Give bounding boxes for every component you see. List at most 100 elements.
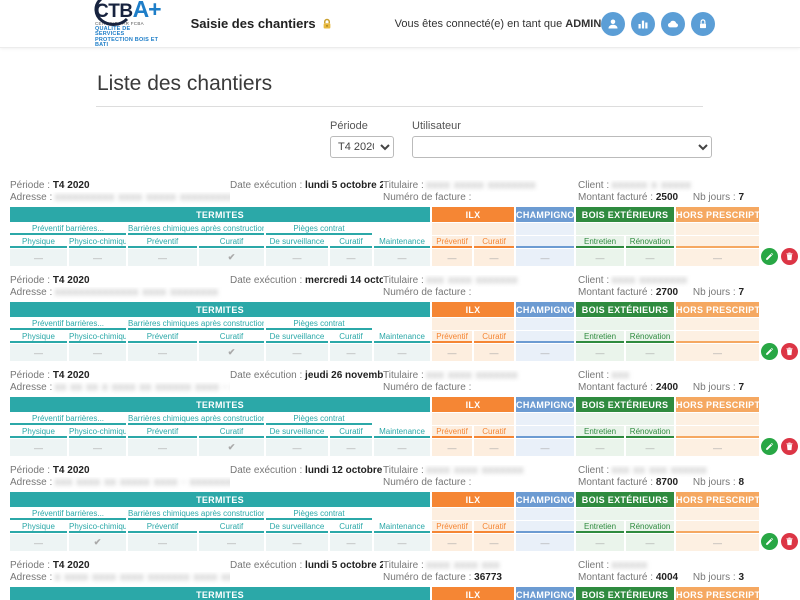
section-header-ilx: ILX	[432, 207, 515, 222]
titulaire-value-redacted: xxxx xxxxx xxxxxxxx	[426, 180, 537, 191]
montant-facture-label: Montant facturé :	[578, 382, 654, 393]
group-header-spacer	[374, 223, 430, 235]
col-header-physico-chimiques: Physico-chimiques	[69, 521, 126, 533]
status-cell: —	[432, 534, 473, 551]
status-cell: —	[69, 249, 126, 266]
lock-button[interactable]	[691, 11, 716, 36]
top-bar: CTBA+ CERTIFIE PAR FCBA QUALITE DE SERVI…	[0, 0, 800, 48]
titulaire-value-redacted: xxx xxxx xxxxxxx	[426, 275, 519, 286]
logo-aplus-text: A+	[132, 0, 162, 23]
nb-jours-value: 8	[738, 477, 744, 488]
card-actions	[761, 491, 799, 552]
status-cell: —	[626, 344, 675, 361]
chantier-card: Période : T4 2020 Adresse : xxxxxxxxxxxx…	[8, 275, 799, 362]
periode-select[interactable]: T4 2020	[330, 136, 394, 158]
status-cell: —	[10, 534, 67, 551]
card-actions	[761, 301, 799, 362]
montant-facture-value: 2500	[655, 192, 679, 203]
col-header-physique: Physique	[10, 236, 67, 248]
edit-button[interactable]	[761, 533, 779, 550]
logo-ctb-text: CTB	[95, 1, 133, 23]
group-header-spacer	[374, 318, 430, 330]
lock-icon	[700, 18, 707, 28]
date-execution-label: Date exécution :	[230, 180, 303, 191]
periode-value: T4 2020	[52, 275, 90, 286]
stats-button[interactable]	[631, 11, 656, 36]
delete-button[interactable]	[781, 248, 799, 265]
section-header-hors-prescription: HORS PRESCRIPTION	[676, 302, 760, 317]
edit-button[interactable]	[761, 438, 779, 455]
user-button[interactable]	[601, 11, 626, 36]
col-header-curatif-bc: Curatif	[199, 521, 264, 533]
periode-value: T4 2020	[52, 180, 90, 191]
card-actions	[761, 206, 799, 267]
montant-facture-label: Montant facturé :	[578, 192, 654, 203]
client-label: Client :	[578, 275, 610, 286]
nb-jours-label: Nb jours :	[692, 382, 736, 393]
utilisateur-select[interactable]	[412, 136, 712, 158]
status-cell: —	[576, 249, 625, 266]
col-header-hors-blank	[676, 426, 760, 438]
status-cell: —	[432, 439, 473, 456]
pencil-icon	[766, 442, 774, 450]
periode-field-label: Période :	[10, 180, 51, 191]
status-cell: —	[199, 534, 264, 551]
page-title: Liste des chantiers	[97, 72, 273, 95]
client-label: Client :	[578, 465, 610, 476]
section-header-bois-exterieurs: BOIS EXTÉRIEURS	[576, 302, 675, 317]
adresse-field-label: Adresse :	[10, 572, 53, 583]
periode-value: T4 2020	[52, 370, 90, 381]
adresse-field-label: Adresse :	[10, 477, 53, 488]
connected-user: ADMIN	[565, 17, 602, 30]
chantier-info-row: Période : T4 2020 Adresse : x xxxx xxxx …	[8, 560, 756, 584]
col-header-de-surveillance: De surveillance	[266, 331, 328, 343]
col-header-preventif-bc: Préventif	[128, 521, 197, 533]
group-spacer-champignons	[516, 223, 575, 235]
col-header-ilx-preventif: Préventif	[432, 331, 473, 343]
status-cell: —	[330, 534, 372, 551]
cloud-button[interactable]	[661, 11, 686, 36]
logo-protection-text: PROTECTION BOIS ET BATI	[95, 36, 159, 49]
montant-facture-label: Montant facturé :	[578, 572, 654, 583]
edit-button[interactable]	[761, 343, 779, 360]
status-cell: —	[576, 439, 625, 456]
group-header-pieges-contrat: Pièges contrat	[266, 318, 372, 330]
group-header-barrieres-chimiques: Barrières chimiques après construction	[128, 318, 264, 330]
status-cell: —	[516, 439, 575, 456]
periode-value: T4 2020	[52, 560, 90, 571]
col-header-renovation: Rénovation	[626, 426, 675, 438]
section-header-hors-prescription: HORS PRESCRIPTION	[676, 587, 760, 600]
delete-button[interactable]	[781, 533, 799, 550]
date-execution-label: Date exécution :	[230, 560, 303, 571]
group-spacer-hors	[676, 413, 760, 425]
col-header-ilx-preventif: Préventif	[432, 426, 473, 438]
montant-facture-label: Montant facturé :	[578, 287, 654, 298]
status-cell: —	[330, 439, 372, 456]
card-actions	[761, 586, 798, 600]
numero-facture-label: Numéro de facture :	[383, 192, 472, 203]
titulaire-label: Titulaire :	[383, 370, 424, 381]
adresse-field-label: Adresse :	[10, 192, 53, 203]
status-cell: —	[128, 439, 197, 456]
group-header-barrieres-chimiques: Barrières chimiques après construction	[128, 223, 264, 235]
group-spacer-bois	[576, 413, 675, 425]
status-cell: —	[128, 249, 197, 266]
periode-value: T4 2020	[52, 465, 90, 476]
delete-button[interactable]	[781, 438, 799, 455]
edit-button[interactable]	[761, 248, 779, 265]
status-cell: —	[474, 439, 515, 456]
nb-jours-label: Nb jours :	[692, 477, 736, 488]
adresse-value-redacted: xxxxxxxxxxxxxx xxxx xxxxxxxx	[55, 287, 219, 298]
status-cell: —	[374, 344, 431, 361]
col-header-champignons-blank	[516, 331, 575, 343]
col-header-curatif-pieges: Curatif	[330, 331, 372, 343]
client-label: Client :	[578, 370, 610, 381]
section-header-champignons: CHAMPIGNONS	[516, 302, 575, 317]
adresse-field-label: Adresse :	[10, 287, 53, 298]
section-header-champignons: CHAMPIGNONS	[516, 492, 575, 507]
group-header-spacer	[374, 413, 430, 425]
delete-button[interactable]	[781, 343, 799, 360]
numero-facture-label: Numéro de facture :	[383, 572, 472, 583]
col-header-curatif-pieges: Curatif	[330, 236, 372, 248]
